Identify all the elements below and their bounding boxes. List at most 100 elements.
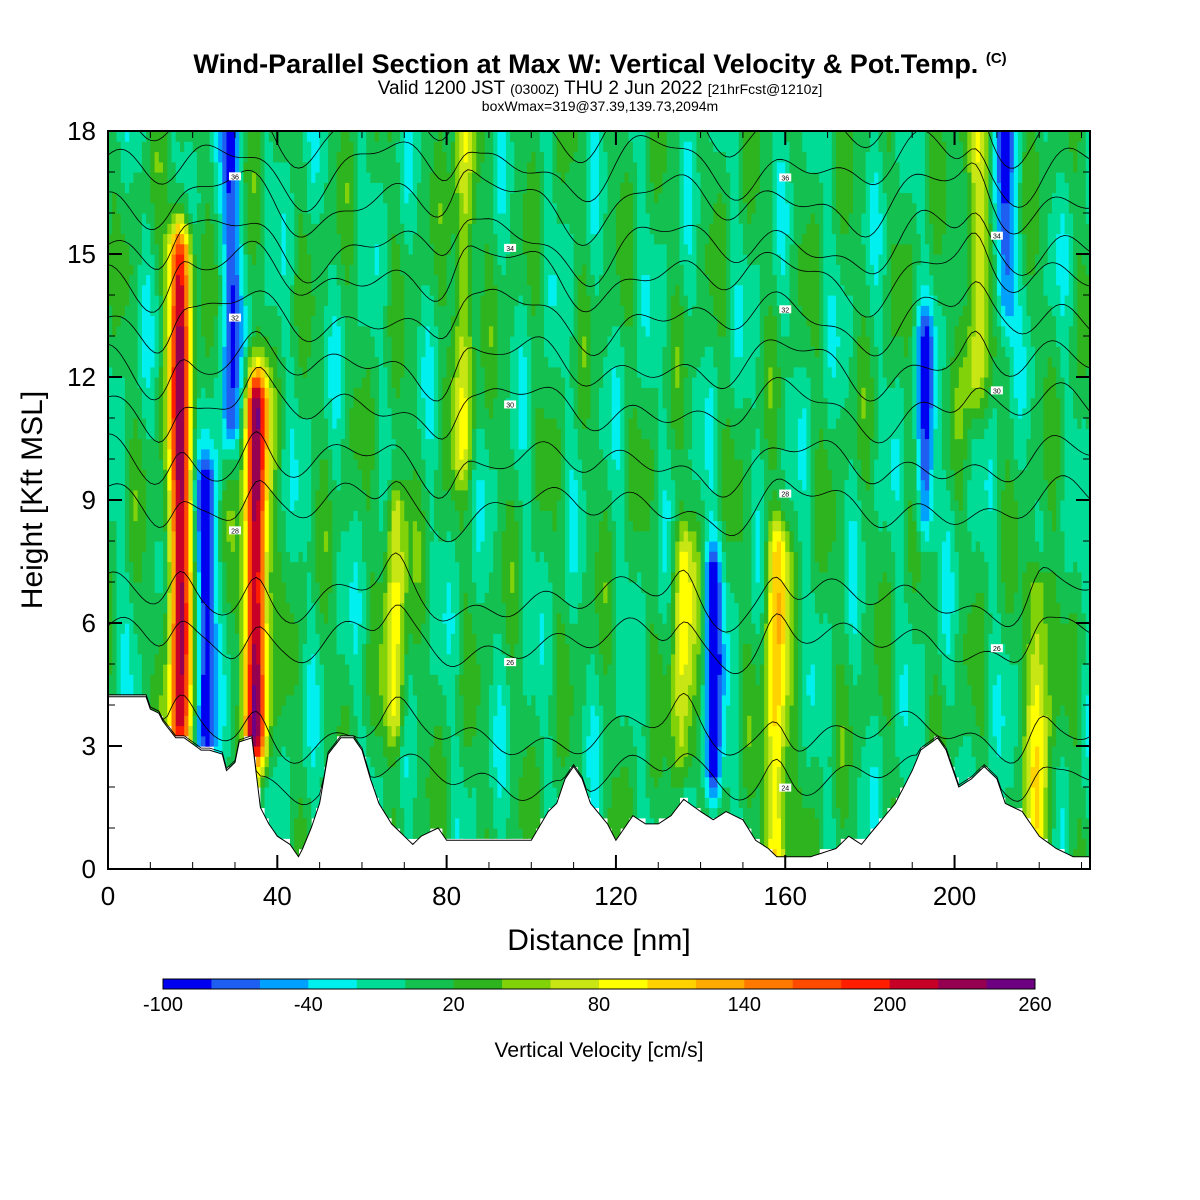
w-cell xyxy=(463,397,469,450)
w-cell xyxy=(463,592,469,747)
w-cell xyxy=(442,489,448,542)
w-cell xyxy=(158,131,164,163)
w-cell xyxy=(472,223,477,347)
w-cell xyxy=(201,602,206,675)
w-cell xyxy=(793,131,799,368)
w-cell xyxy=(1085,428,1090,696)
w-cell xyxy=(417,530,422,583)
w-cell xyxy=(861,243,867,317)
w-cell xyxy=(311,295,316,317)
w-cell xyxy=(645,213,651,276)
w-cell xyxy=(916,438,922,491)
w-cell xyxy=(226,448,232,460)
w-cell xyxy=(268,725,274,757)
w-cell xyxy=(1056,766,1061,850)
w-cell xyxy=(484,448,490,593)
w-cell xyxy=(433,141,439,276)
w-cell xyxy=(332,479,338,747)
w-cell xyxy=(518,131,524,296)
w-cell xyxy=(374,735,380,778)
w-cell xyxy=(501,787,507,839)
w-cell xyxy=(539,735,545,819)
w-cell xyxy=(683,776,689,788)
w-cell xyxy=(421,510,426,624)
w-cell xyxy=(412,694,418,798)
w-cell xyxy=(395,643,401,727)
w-cell xyxy=(954,438,960,501)
w-cell xyxy=(370,571,376,727)
w-cell xyxy=(776,407,782,501)
w-cell xyxy=(827,766,833,850)
w-cell xyxy=(256,366,261,378)
w-cell xyxy=(290,131,295,194)
w-cell xyxy=(721,336,727,429)
w-cell xyxy=(497,684,503,798)
w-cell xyxy=(666,500,672,522)
w-cell xyxy=(400,479,405,501)
w-cell xyxy=(671,428,676,481)
w-cell xyxy=(256,131,261,245)
w-cell xyxy=(476,479,482,552)
w-cell xyxy=(704,469,710,542)
w-cell xyxy=(463,746,469,788)
w-cell xyxy=(480,131,486,163)
colorbar-swatch xyxy=(695,979,745,989)
w-cell xyxy=(239,387,244,409)
w-cell xyxy=(590,705,596,809)
w-cell xyxy=(971,131,977,183)
w-cell xyxy=(797,541,803,788)
theta-label-text: 34 xyxy=(993,234,1001,241)
w-cell xyxy=(1047,305,1053,358)
w-cell xyxy=(827,469,833,552)
w-cell xyxy=(175,202,181,214)
w-cell xyxy=(827,131,833,296)
w-cell xyxy=(417,182,422,327)
w-cell xyxy=(831,295,837,378)
w-cell xyxy=(133,131,139,173)
w-cell xyxy=(734,602,740,819)
w-cell xyxy=(243,643,249,716)
w-cell xyxy=(903,664,909,727)
w-cell xyxy=(704,541,710,563)
w-cell xyxy=(404,131,410,204)
w-cell xyxy=(302,377,308,419)
w-cell xyxy=(874,510,879,604)
theta-contour-label: 28 xyxy=(779,489,792,499)
w-cell xyxy=(599,131,604,276)
w-cell xyxy=(357,592,363,624)
w-cell xyxy=(129,674,134,696)
w-cell xyxy=(755,510,761,583)
w-cell xyxy=(137,172,143,265)
w-cell xyxy=(1064,571,1070,624)
w-cell xyxy=(277,315,283,378)
w-cell xyxy=(357,325,363,388)
w-cell xyxy=(895,131,901,163)
w-cell xyxy=(776,530,782,542)
w-cell xyxy=(751,797,757,839)
w-cell xyxy=(230,428,236,440)
w-cell xyxy=(306,418,312,542)
w-cell xyxy=(1051,192,1057,317)
w-cell xyxy=(781,643,786,706)
w-cell xyxy=(692,305,697,378)
w-cell xyxy=(298,131,304,214)
w-cell xyxy=(328,592,333,757)
w-cell xyxy=(869,766,875,829)
w-cell xyxy=(929,407,934,470)
w-cell xyxy=(146,438,151,706)
w-cell xyxy=(459,131,465,194)
w-cell xyxy=(1043,479,1049,573)
w-cell xyxy=(628,325,634,419)
w-cell xyxy=(298,213,304,368)
w-cell xyxy=(772,725,778,850)
w-cell xyxy=(235,479,240,634)
w-cell xyxy=(268,141,274,306)
w-cell xyxy=(721,694,727,757)
w-cell xyxy=(400,377,405,481)
w-cell xyxy=(281,746,287,839)
w-cell xyxy=(895,336,901,378)
w-cell xyxy=(362,325,367,378)
theta-contour-label: 32 xyxy=(779,305,792,314)
w-cell xyxy=(878,131,884,153)
w-cell xyxy=(213,448,219,624)
